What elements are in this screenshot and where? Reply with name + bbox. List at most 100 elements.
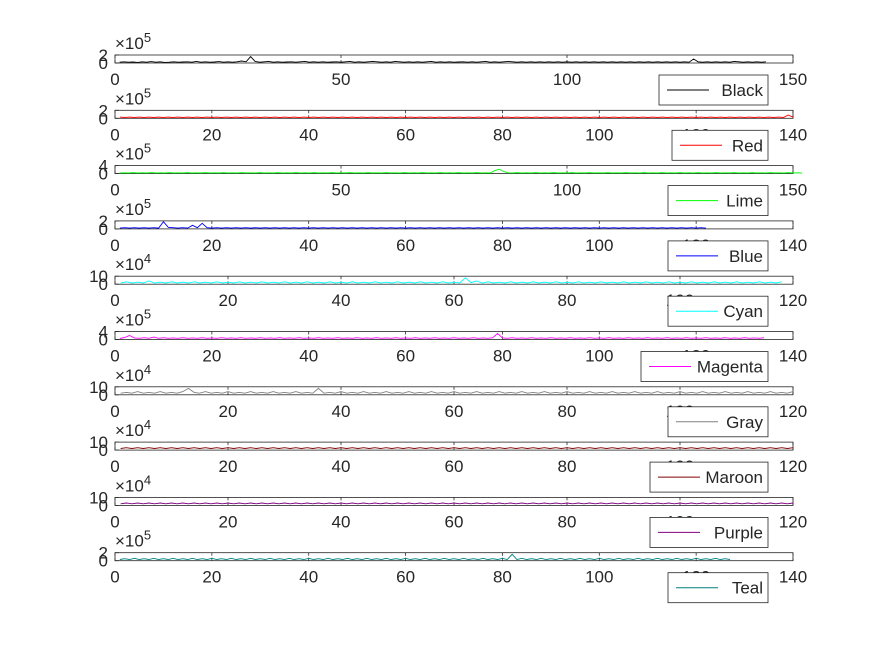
y-tick-label: 2 bbox=[99, 212, 108, 231]
series-line-gray bbox=[120, 387, 794, 394]
series-line-maroon bbox=[120, 447, 794, 449]
x-tick-label: 80 bbox=[558, 457, 577, 476]
subplot-lime: 0 50 100 150 04 ×105 Lime bbox=[99, 141, 807, 217]
y-tick-label: 10 bbox=[89, 267, 108, 286]
y-tick-label: 0 bbox=[99, 54, 108, 73]
x-tick-label: 80 bbox=[558, 291, 577, 310]
series-line-magenta bbox=[119, 332, 764, 339]
x-tick-label: 140 bbox=[779, 568, 807, 587]
y-exponent-power: 5 bbox=[144, 196, 151, 211]
y-exponent-label: ×104 bbox=[115, 417, 151, 440]
axes-box bbox=[114, 552, 794, 562]
y-exponent-label: ×105 bbox=[115, 528, 151, 551]
x-tick-label: 140 bbox=[779, 125, 807, 144]
x-tick-label: 40 bbox=[332, 402, 351, 421]
x-tick-label: 0 bbox=[110, 70, 119, 89]
y-exponent-power: 4 bbox=[144, 251, 151, 266]
y-exponent-label: ×105 bbox=[115, 85, 151, 108]
axes-box bbox=[114, 220, 794, 230]
x-tick-label: 40 bbox=[299, 568, 318, 587]
x-tick-label: 60 bbox=[396, 347, 415, 366]
y-exponent-label: ×105 bbox=[115, 30, 151, 53]
x-tick-label: 0 bbox=[110, 457, 119, 476]
y-exponent-power: 4 bbox=[144, 362, 151, 377]
y-tick-label: 10 bbox=[89, 433, 108, 452]
y-exponent-power: 5 bbox=[144, 141, 151, 156]
y-exponent-label: ×104 bbox=[115, 251, 151, 274]
y-tick-label: 2 bbox=[99, 46, 108, 65]
series-line-red bbox=[119, 114, 794, 118]
x-tick-label: 60 bbox=[396, 568, 415, 587]
y-exponent-power: 5 bbox=[144, 85, 151, 100]
series-line-teal bbox=[119, 553, 731, 561]
y-tick-label: 0 bbox=[99, 496, 108, 515]
y-exponent-label: ×104 bbox=[115, 472, 151, 495]
y-exponent-power: 5 bbox=[144, 307, 151, 322]
axes-box bbox=[114, 331, 794, 340]
x-tick-label: 40 bbox=[299, 347, 318, 366]
axes-box bbox=[114, 109, 794, 119]
x-tick-label: 0 bbox=[110, 291, 119, 310]
x-tick-label: 60 bbox=[445, 457, 464, 476]
legend-purple: Purple bbox=[649, 517, 769, 548]
series-line-purple bbox=[120, 502, 794, 505]
x-tick-label: 140 bbox=[779, 236, 807, 255]
y-tick-label: 0 bbox=[99, 220, 108, 239]
y-tick-label: 10 bbox=[89, 488, 108, 507]
x-tick-label: 50 bbox=[332, 70, 351, 89]
x-tick-label: 0 bbox=[110, 402, 119, 421]
y-tick-label: 0 bbox=[99, 386, 108, 405]
y-tick-label: 0 bbox=[99, 165, 108, 184]
y-exponent-power: 5 bbox=[144, 528, 151, 543]
series-line-black bbox=[119, 55, 766, 63]
x-tick-label: 20 bbox=[202, 347, 221, 366]
x-tick-label: 0 bbox=[110, 347, 119, 366]
legend-black: Black bbox=[658, 74, 769, 106]
y-tick-label: 2 bbox=[99, 101, 108, 120]
x-tick-label: 100 bbox=[585, 347, 613, 366]
y-tick-label: 0 bbox=[99, 331, 108, 350]
x-tick-label: 40 bbox=[332, 291, 351, 310]
legend-label: Lime bbox=[726, 192, 763, 211]
legend-blue: Blue bbox=[667, 240, 769, 272]
x-tick-label: 50 bbox=[332, 181, 351, 200]
x-tick-label: 20 bbox=[219, 512, 238, 531]
axes-box bbox=[114, 54, 794, 64]
subplot-black: 0 50 100 150 02 ×105 Black bbox=[99, 30, 807, 106]
x-tick-label: 100 bbox=[585, 125, 613, 144]
x-tick-label: 80 bbox=[493, 347, 512, 366]
x-tick-label: 0 bbox=[110, 125, 119, 144]
legend-label: Black bbox=[721, 81, 763, 100]
legend-label: Teal bbox=[732, 579, 763, 598]
legend-label: Red bbox=[732, 136, 763, 155]
series-line-blue bbox=[119, 220, 706, 229]
y-exponent-label: ×105 bbox=[115, 196, 151, 219]
x-tick-label: 60 bbox=[396, 125, 415, 144]
legend-label: Blue bbox=[729, 247, 763, 266]
legend-label: Purple bbox=[714, 523, 763, 542]
series-line-cyan bbox=[120, 277, 782, 284]
x-tick-label: 120 bbox=[779, 457, 807, 476]
y-exponent-power: 5 bbox=[144, 30, 151, 45]
x-tick-label: 80 bbox=[493, 236, 512, 255]
x-tick-label: 150 bbox=[779, 70, 807, 89]
y-exponent-power: 4 bbox=[144, 472, 151, 487]
x-tick-label: 0 bbox=[110, 512, 119, 531]
x-tick-label: 0 bbox=[110, 236, 119, 255]
x-tick-label: 20 bbox=[219, 457, 238, 476]
x-tick-label: 120 bbox=[779, 512, 807, 531]
legend-label: Cyan bbox=[723, 302, 763, 321]
y-tick-label: 4 bbox=[99, 157, 108, 176]
x-tick-label: 20 bbox=[219, 291, 238, 310]
x-tick-label: 150 bbox=[779, 181, 807, 200]
legend-label: Maroon bbox=[705, 468, 763, 487]
series-line-lime bbox=[119, 168, 803, 174]
